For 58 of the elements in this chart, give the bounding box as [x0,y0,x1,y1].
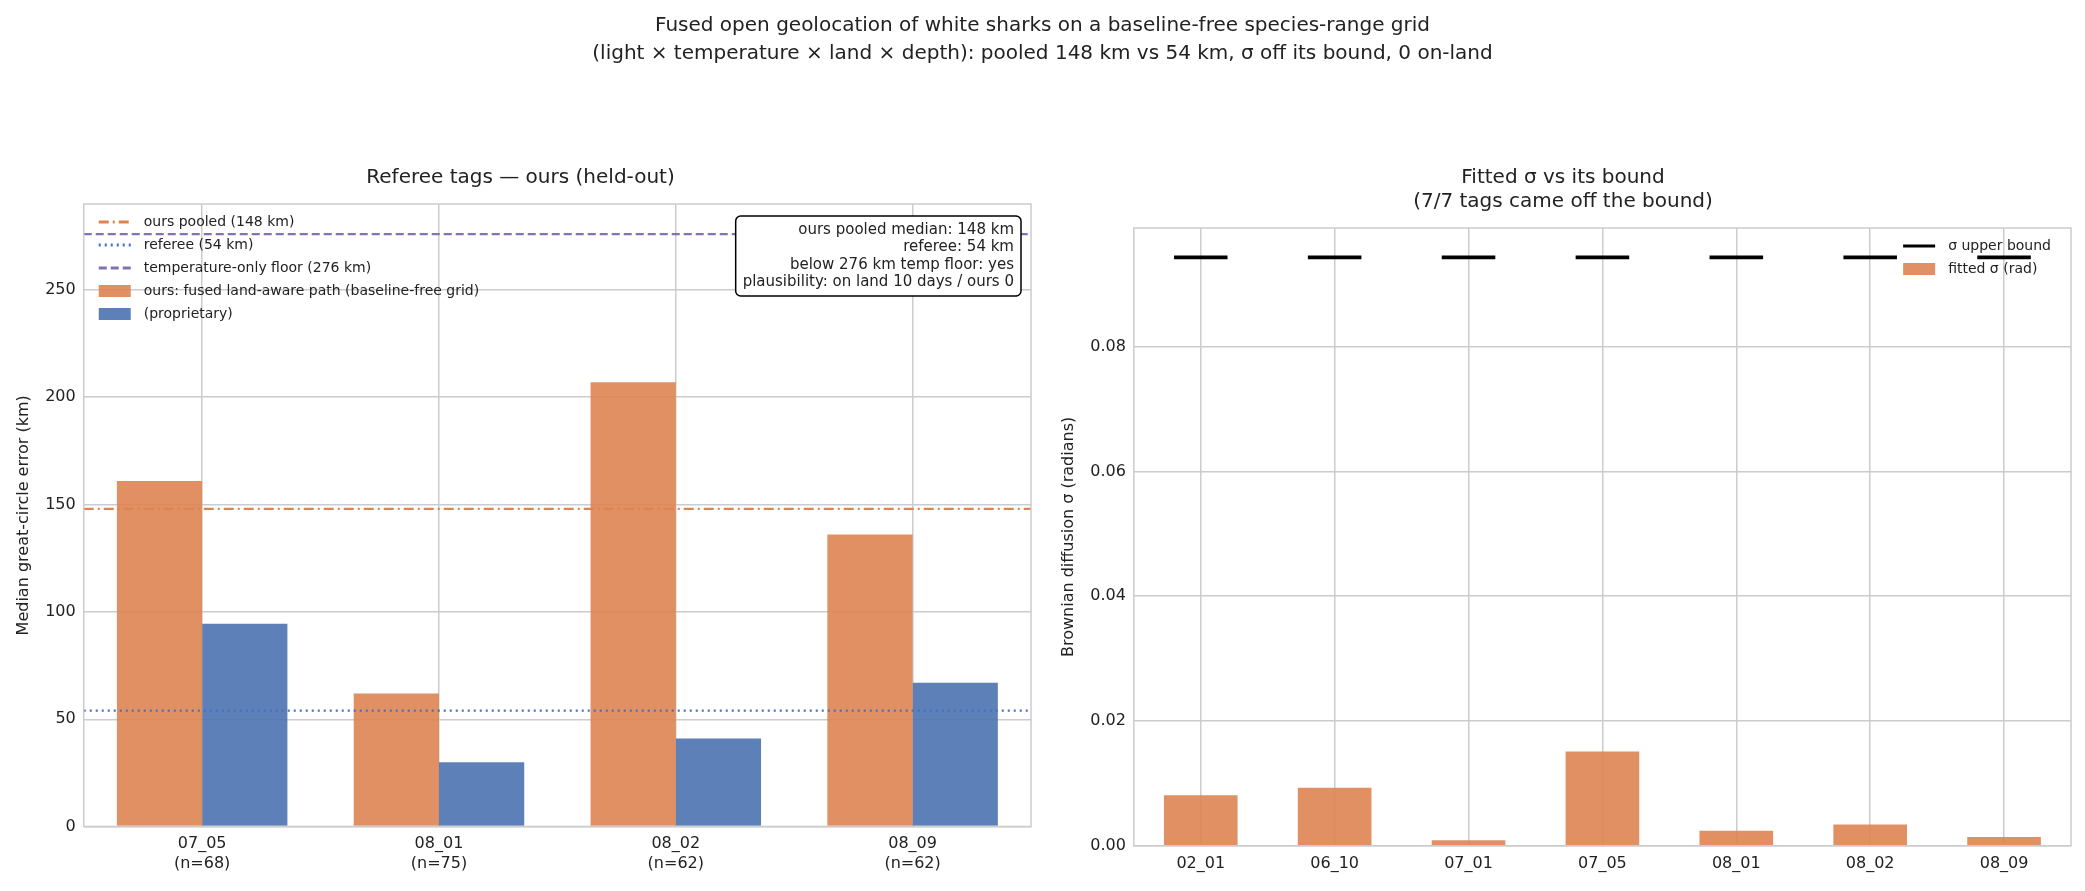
bar [202,623,288,826]
legend-label: ours: fused land-aware path (baseline-free grid) [143,281,480,298]
bar [912,682,998,826]
annotation: referee: 54 km [903,237,1014,256]
bar [1575,255,1630,260]
legend-label: referee (54 km) [143,235,254,252]
x-tick-label: 08_02 [1845,852,1895,873]
y-axis-title: Brownian diffusion σ (radians) [1057,416,1077,658]
y-tick-label: 0.06 [1090,460,1126,480]
y-tick-label: 250 [45,279,76,299]
chart-title: Fitted σ vs its bound (7/7 tags came off the bound) [1413,164,1713,213]
x-tick-label: 02_01 [1176,852,1226,873]
bar [1441,255,1496,260]
y-tick-label: 0 [65,815,76,835]
bar [1163,795,1238,846]
y-tick-label: 0.04 [1090,585,1126,605]
bar [1307,255,1362,260]
bar [1833,824,1907,846]
bar [1699,830,1774,846]
bar [353,693,439,826]
bar [675,738,762,826]
legend-label: ours pooled (148 km) [143,212,295,229]
y-tick-label: 150 [45,493,76,513]
y-tick-label: 50 [55,708,76,728]
bar [827,534,913,826]
x-tick-label: 07_05 (n=68) [173,833,231,872]
legend-label: temperature-only floor (276 km) [143,258,372,275]
bar [1967,837,2041,846]
y-tick-label: 0.08 [1090,335,1126,355]
chart-title: Referee tags — ours (held-out) [366,164,675,189]
legend-label: σ upper bound [1948,236,2051,253]
x-tick-label: 07_05 [1578,852,1627,873]
bar [1843,255,1897,260]
x-tick-label: 08_01 [1711,852,1761,873]
annotation: ours pooled median: 148 km [798,219,1014,238]
y-axis-title: Median great-circle error (km) [12,395,32,636]
y-tick-label: 0.00 [1090,834,1126,854]
x-tick-label: 08_09 (n=62) [884,833,941,872]
annotation: below 276 km temp floor: yes [789,254,1015,273]
legend-label: (proprietary) [143,304,233,321]
y-tick-label: 200 [45,386,76,406]
bar [1431,840,1506,846]
bar [1565,751,1640,846]
bar [1173,255,1228,260]
x-tick-label: 08_09 [1979,852,2029,873]
bar [1709,255,1764,260]
x-tick-label: 08_01 (n=75) [410,833,468,872]
x-tick-label: 07_01 [1444,852,1493,873]
y-tick-label: 100 [45,601,76,621]
bar [1297,787,1372,846]
annotation: plausibility: on land 10 days / ours 0 [742,272,1014,291]
x-tick-label: 08_02 (n=62) [647,833,704,872]
y-tick-label: 0.02 [1090,710,1126,730]
bar [438,762,525,826]
chart-subtitle: Fused open geolocation of white sharks on a baseline-free species-range grid (light × temperature × land × depth): pooled 148 km vs 54 km, σ off its bound, 0 on-land [591,11,1494,66]
legend-label: fitted σ (rad) [1948,259,2038,276]
x-tick-label: 06_10 [1310,852,1360,873]
bar [1977,255,2031,260]
